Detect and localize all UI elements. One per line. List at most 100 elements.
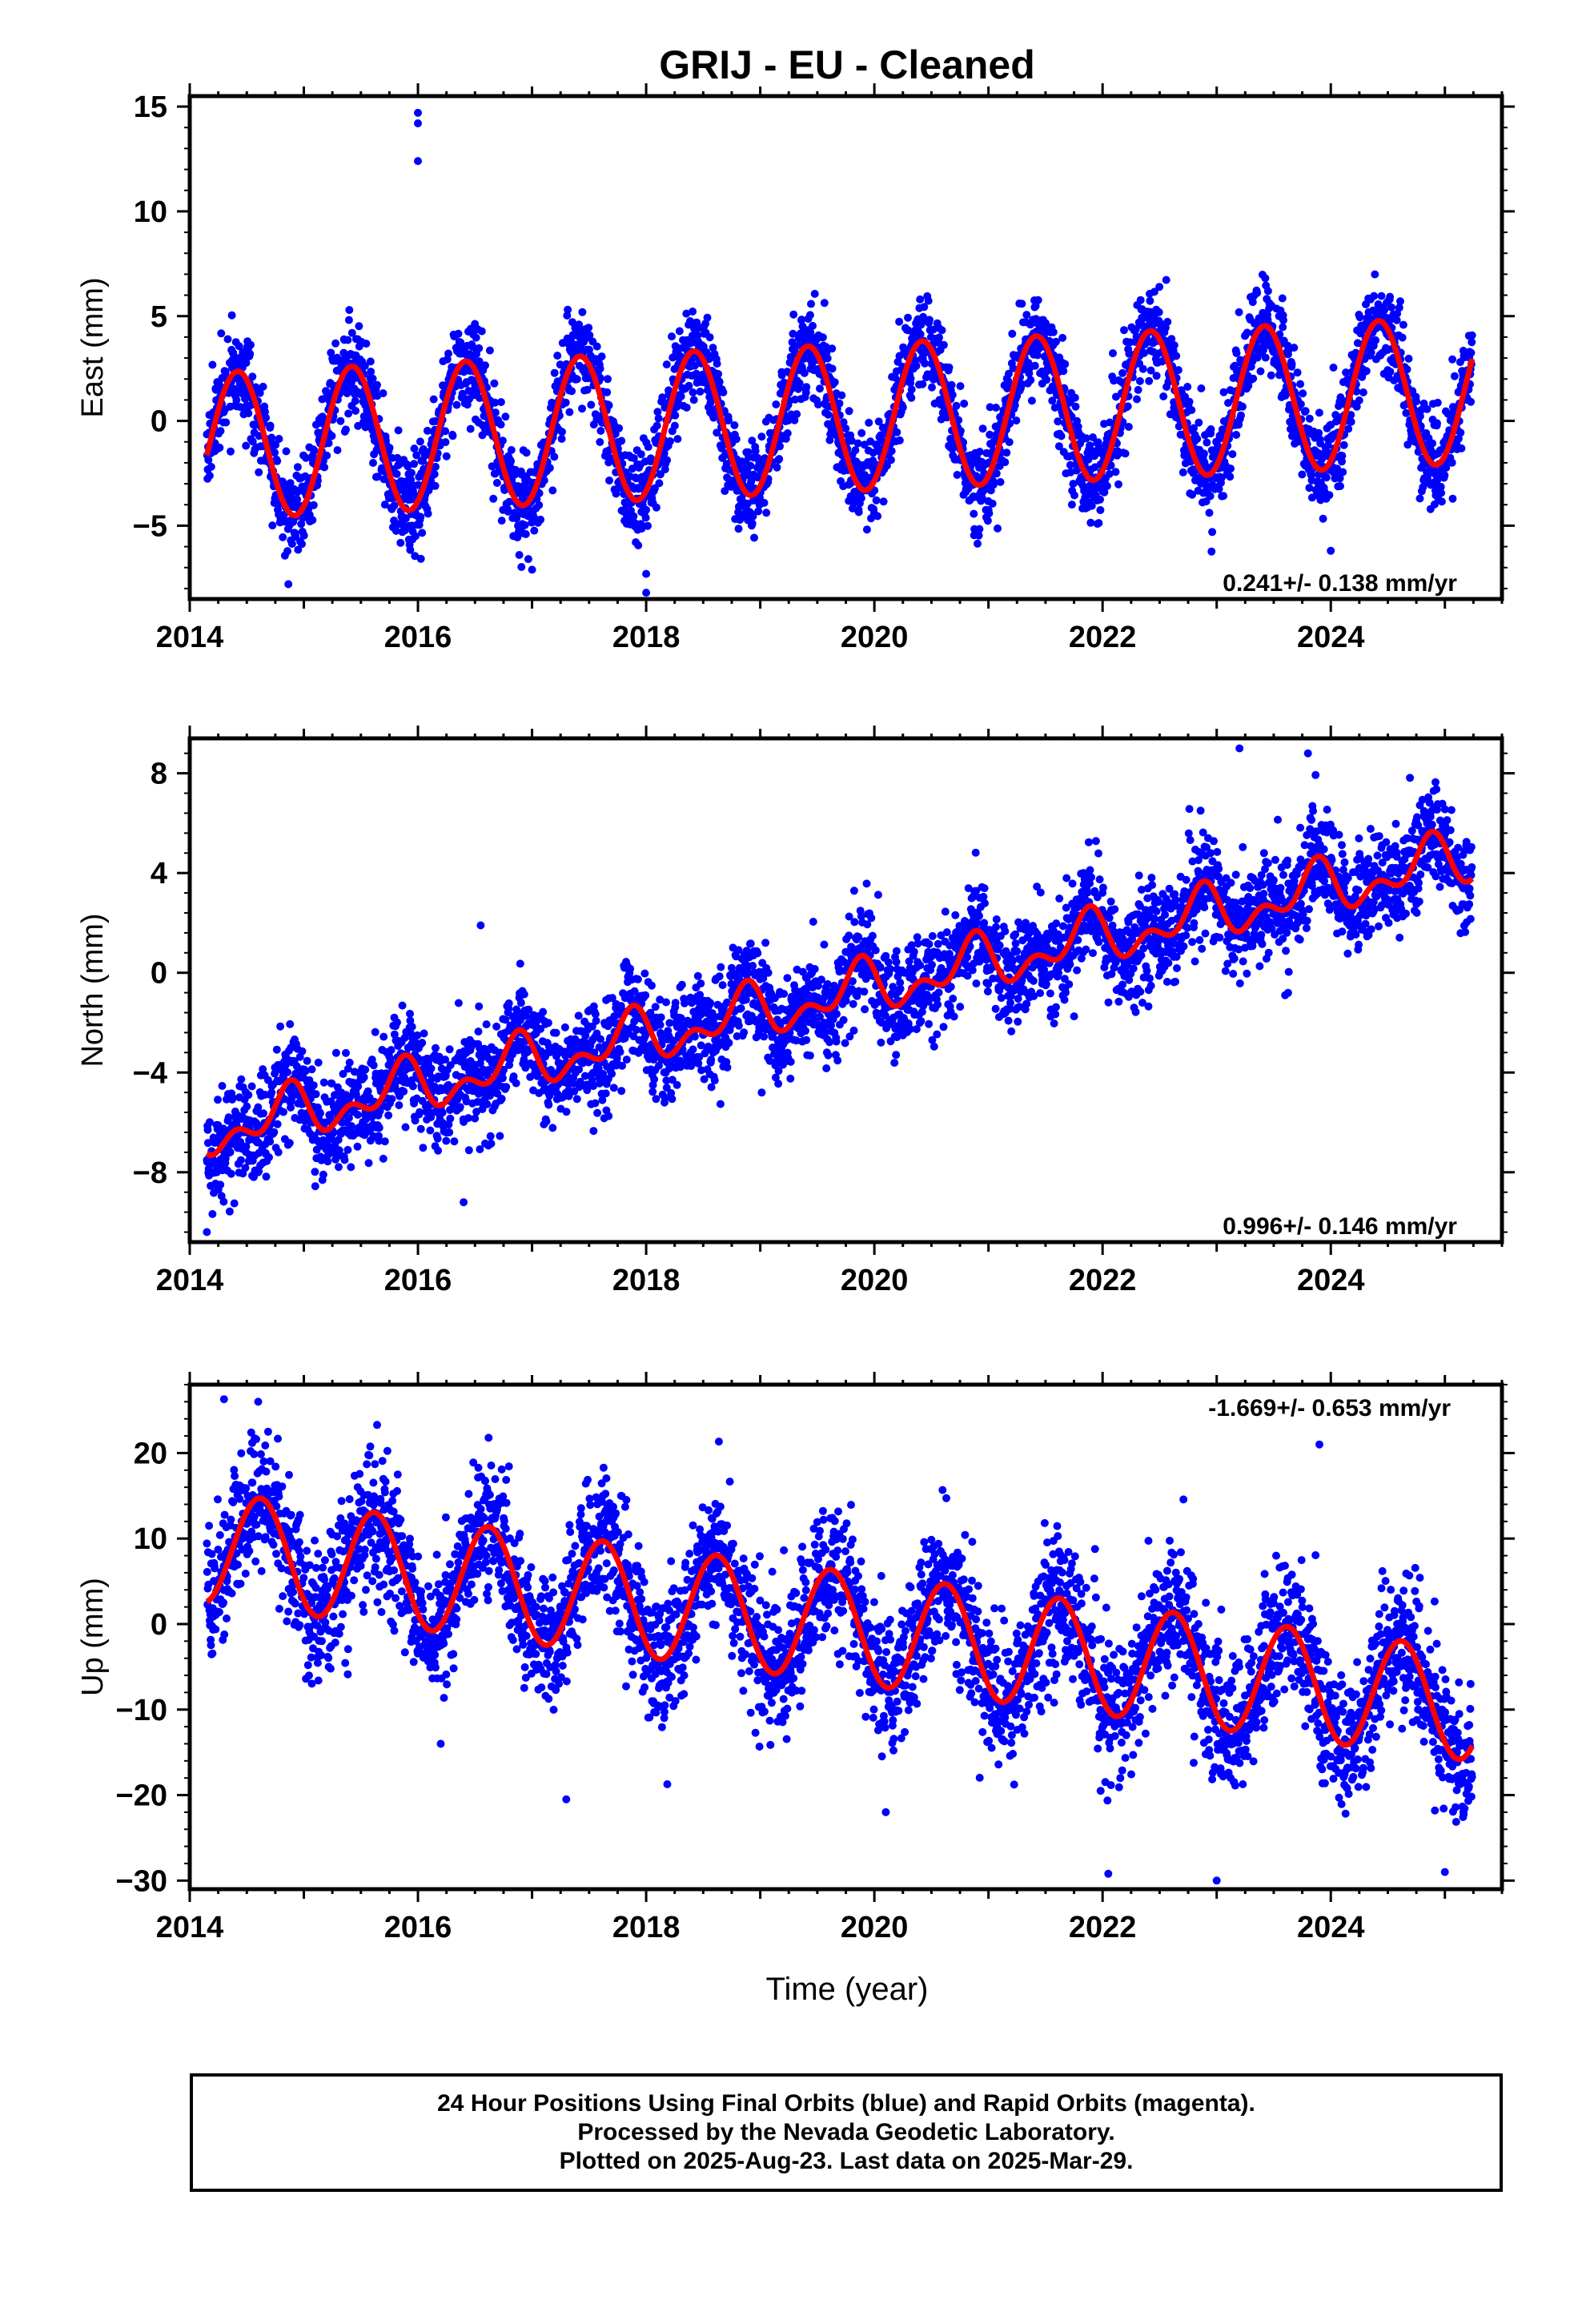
data-point	[371, 1027, 379, 1036]
data-point	[814, 400, 822, 409]
data-point	[423, 426, 432, 435]
data-point	[235, 342, 243, 351]
data-point	[504, 999, 513, 1007]
data-point	[596, 427, 605, 435]
data-point	[286, 479, 295, 488]
data-point	[653, 408, 662, 416]
data-point	[1086, 518, 1095, 527]
data-point	[952, 401, 961, 410]
data-point	[1154, 308, 1163, 316]
data-point	[805, 311, 814, 320]
x-tick-label: 2020	[841, 621, 909, 654]
data-point	[872, 496, 881, 505]
outlier-point	[642, 589, 651, 597]
data-point	[1468, 338, 1476, 347]
data-point	[475, 357, 484, 366]
data-point	[1193, 435, 1202, 443]
data-point	[1299, 389, 1307, 398]
data-point	[373, 380, 381, 389]
data-point	[585, 345, 593, 354]
data-point	[246, 349, 255, 358]
data-point	[1187, 406, 1196, 415]
data-point	[1467, 348, 1476, 357]
data-point	[412, 532, 420, 541]
data-point	[215, 444, 224, 452]
data-point	[375, 1124, 383, 1132]
data-point	[671, 411, 680, 420]
data-point	[578, 308, 587, 316]
data-point	[1448, 494, 1457, 503]
data-point	[248, 372, 257, 381]
data-point	[1163, 317, 1172, 326]
data-point	[400, 1087, 408, 1096]
data-point	[401, 1123, 410, 1132]
data-point	[265, 1153, 273, 1162]
data-point	[293, 495, 302, 504]
data-point	[1433, 398, 1442, 407]
data-point	[1057, 432, 1066, 440]
data-point	[1367, 348, 1375, 357]
data-point	[605, 476, 613, 485]
data-point	[373, 472, 382, 481]
data-point	[749, 512, 757, 521]
data-point	[293, 463, 302, 472]
data-point	[369, 1061, 378, 1070]
data-point	[1437, 489, 1446, 497]
data-point	[1412, 397, 1421, 406]
data-point	[1067, 501, 1076, 509]
data-point	[505, 497, 514, 506]
data-point	[1203, 438, 1211, 447]
data-point	[226, 1148, 235, 1156]
data-point	[416, 513, 425, 521]
data-point	[311, 1182, 319, 1191]
plot-frame	[187, 94, 1504, 601]
data-point	[1114, 480, 1122, 489]
data-point	[367, 368, 375, 376]
data-point	[379, 389, 387, 398]
data-point	[504, 507, 512, 516]
data-point	[629, 454, 638, 463]
data-point	[1109, 349, 1117, 358]
data-point	[351, 407, 360, 415]
data-point	[391, 526, 400, 535]
x-tick-label: 2018	[612, 621, 681, 654]
data-point	[886, 456, 895, 464]
data-point	[975, 525, 984, 533]
data-point	[925, 316, 934, 324]
data-point	[1235, 308, 1243, 316]
data-point	[466, 424, 475, 433]
data-point	[652, 503, 661, 512]
data-point	[476, 394, 484, 402]
data-point	[242, 359, 251, 368]
x-tick-label: 2022	[1069, 621, 1137, 654]
data-point	[907, 393, 916, 402]
data-point	[285, 1139, 294, 1148]
data-point	[1026, 376, 1035, 384]
data-point	[219, 1197, 228, 1206]
data-point	[935, 333, 943, 342]
data-point	[956, 382, 965, 391]
data-point	[418, 1039, 427, 1047]
data-point	[406, 1009, 414, 1018]
data-point	[992, 469, 1001, 478]
data-point	[857, 428, 866, 437]
data-point	[1172, 352, 1181, 360]
data-point	[810, 289, 819, 298]
data-point	[297, 520, 306, 529]
data-point	[1162, 275, 1170, 284]
data-point	[682, 404, 691, 412]
data-point	[1199, 449, 1208, 458]
data-point	[236, 403, 245, 412]
data-point	[970, 509, 978, 518]
data-point	[709, 344, 717, 352]
data-point	[353, 1111, 362, 1119]
data-point	[223, 335, 232, 344]
data-point	[491, 398, 500, 407]
data-point	[1207, 547, 1216, 556]
data-point	[420, 1029, 428, 1038]
data-point	[1136, 296, 1145, 304]
data-point	[362, 340, 371, 348]
data-point	[1380, 306, 1389, 315]
data-point	[331, 1048, 340, 1057]
